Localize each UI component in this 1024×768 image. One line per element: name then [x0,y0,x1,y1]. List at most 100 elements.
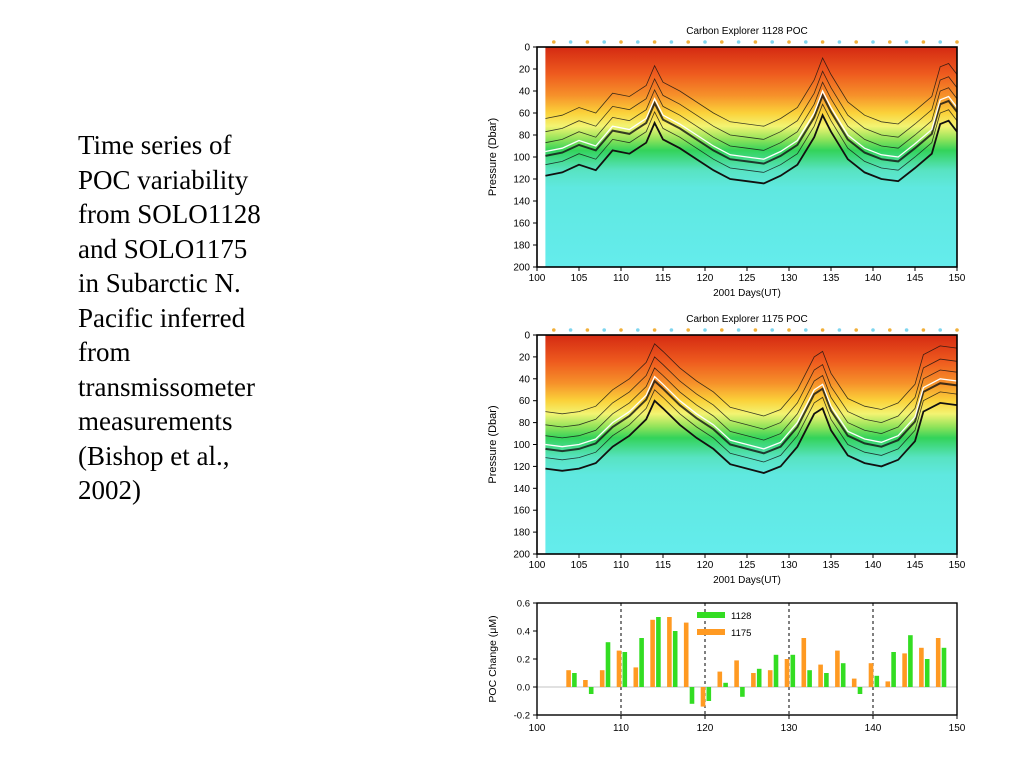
profile-marker [669,40,674,44]
bar-1128 [807,670,812,687]
y-tick-label: 20 [519,352,531,363]
profile-marker [619,328,623,332]
contour-line [545,379,958,455]
profile-marker [787,328,791,332]
y-tick-label: 0.0 [517,683,530,694]
x-tick-label: 125 [739,560,756,571]
contour-line [545,112,958,185]
caption-line: POC variability [78,164,249,195]
profile-marker [753,328,758,332]
profile-marker [636,40,640,44]
bar-1175 [683,622,689,687]
bar-1128 [672,631,678,687]
profile-marker [585,328,590,332]
profile-marker [888,328,892,332]
profile-marker [686,328,690,332]
y-tick-label: 200 [513,263,530,274]
bar-1128 [874,675,880,687]
profile-marker [804,40,808,44]
profile-marker [703,328,707,332]
profile-marker [871,328,875,332]
bar-1128 [773,654,779,687]
bar-1175 [633,667,639,687]
y-tick-label: 0 [524,43,530,54]
y-tick-label: 180 [513,241,530,252]
profile-marker [871,40,875,44]
y-tick-label: 0.6 [517,599,530,610]
x-tick-label: 120 [697,273,714,284]
profile-marker [837,328,842,332]
profile-marker [888,40,892,44]
y-tick-label: 180 [513,528,530,539]
y-tick-label: 40 [519,87,531,98]
profile-marker [820,328,825,332]
contour-line [545,70,958,140]
bar-1175 [751,673,756,687]
profile-marker [736,40,741,44]
y-tick-label: 0 [524,331,530,342]
bar-1128 [941,647,947,687]
bar-1175 [650,619,655,687]
x-tick-label: 135 [823,560,840,571]
x-tick-label: 140 [865,273,882,284]
x-tick-label: 140 [865,560,882,571]
profile-marker [720,328,724,332]
x-tick-label: 110 [613,560,629,571]
bar-1128 [891,652,896,687]
bar-1175 [667,617,672,687]
bar-1175 [599,670,605,687]
profile-marker [938,328,942,332]
y-tick-label: 40 [519,374,531,385]
x-tick-label: 130 [781,560,798,571]
profile-marker [686,40,690,44]
x-tick-label: 150 [949,273,966,284]
profile-marker [652,40,657,44]
profile-marker [720,40,724,44]
legend-label: 1175 [731,628,751,639]
profile-marker [619,40,623,44]
x-tick-label: 100 [529,723,546,734]
y-tick-label: 200 [513,550,530,561]
profile-marker [770,328,774,332]
y-tick-label: 0.2 [517,655,530,666]
caption-line: from [78,337,131,367]
x-tick-label: 105 [571,560,588,571]
x-tick-label: 145 [907,560,924,571]
profile-marker [703,40,707,44]
contour-line [545,57,958,127]
chart-title: Carbon Explorer 1128 POC [686,26,808,37]
profile-marker [552,328,556,332]
profile-marker [921,328,926,332]
x-tick-label: 100 [529,273,546,284]
y-tick-label: 0.4 [517,627,530,638]
x-tick-label: 125 [739,273,756,284]
profile-marker [602,328,606,332]
x-tick-label: 130 [781,723,798,734]
contour-line [545,92,958,165]
x-tick-label: 100 [529,560,546,571]
y-tick-label: 60 [519,396,531,407]
y-tick-label: -0.2 [514,711,530,722]
profile-marker [602,40,606,44]
bar-1128 [656,617,661,687]
contour-line [545,367,958,441]
bar-1128 [857,687,863,694]
y-tick-label: 120 [513,462,530,473]
profile-marker [921,40,926,44]
bar-1128 [588,687,594,694]
x-tick-label: 105 [571,273,588,284]
x-tick-label: 110 [613,273,629,284]
legend-swatch-1175 [697,629,725,635]
profile-marker [636,328,640,332]
y-axis-label: Pressure (Dbar) [487,405,499,483]
profile-marker [652,328,657,332]
x-tick-label: 130 [781,273,798,284]
contour-line [545,343,958,417]
bar-1175 [919,647,924,687]
poc-color-field [545,335,957,554]
contour-line [545,81,958,151]
bar-1175 [566,670,571,687]
bar-1128 [824,673,829,687]
y-tick-label: 120 [513,175,530,186]
